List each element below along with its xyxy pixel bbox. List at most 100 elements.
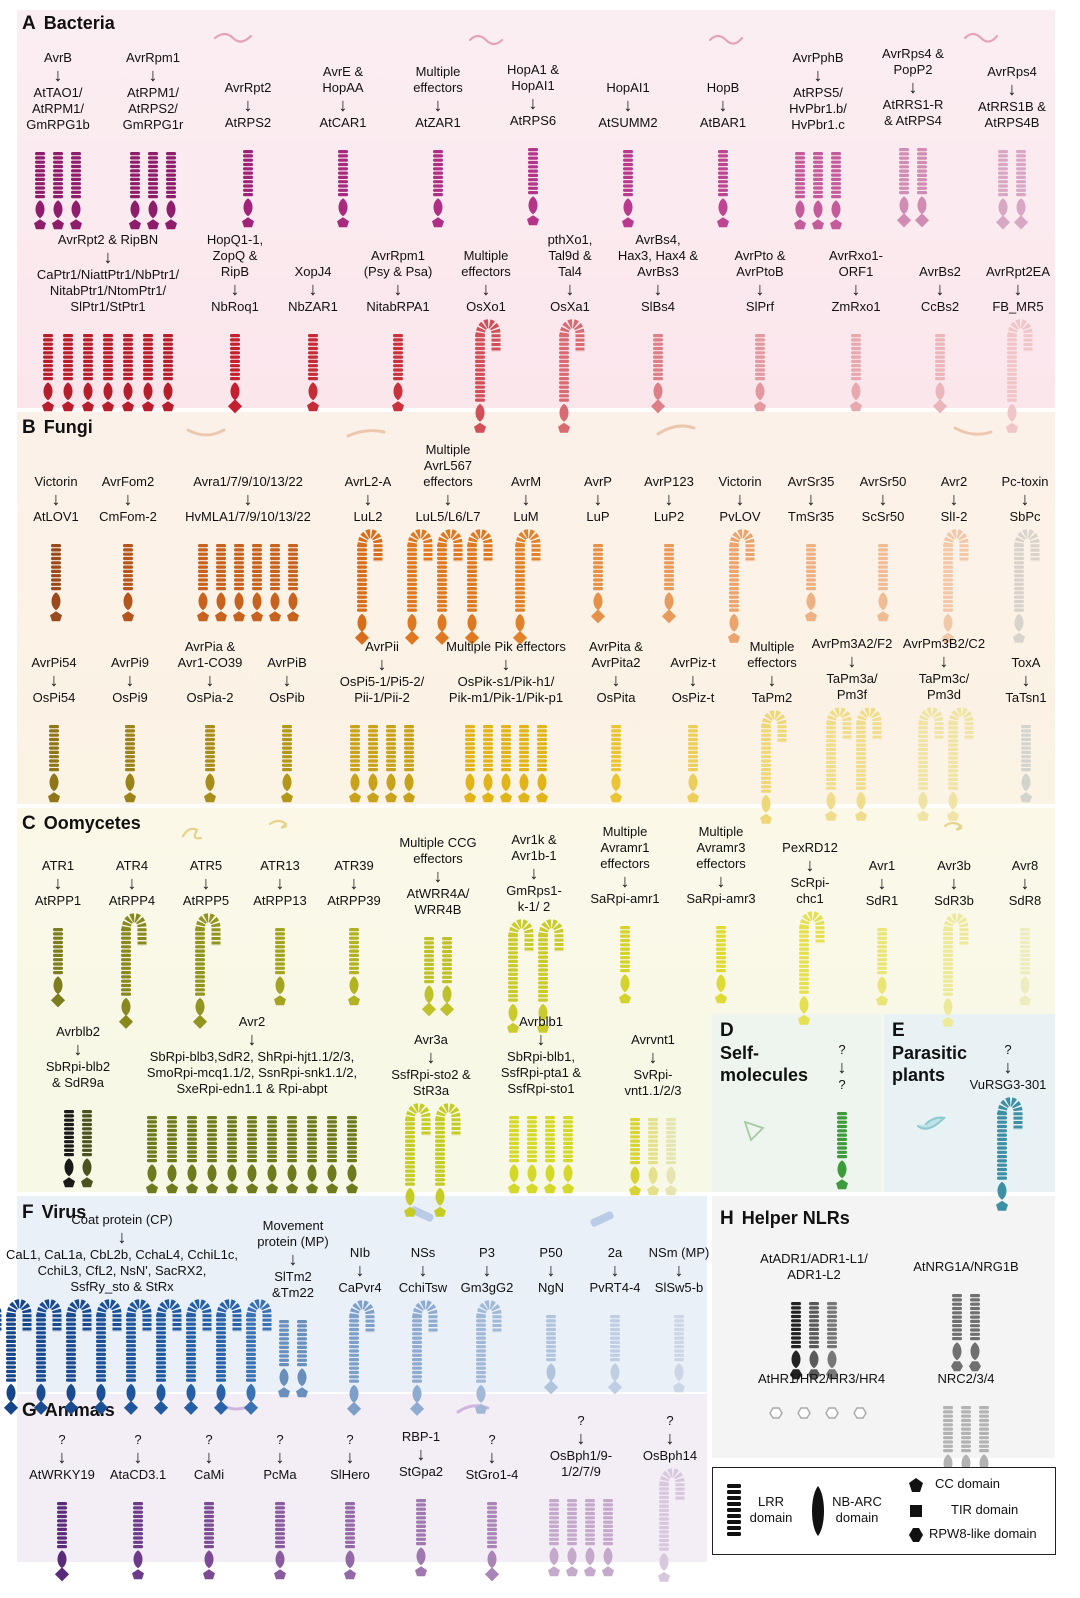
lrr-repeat <box>918 752 928 756</box>
lrr-repeat <box>412 1375 422 1379</box>
lrr-repeat <box>997 1176 1007 1180</box>
effector-label: AvrRpm1 <box>126 50 180 65</box>
nlr-gene-label: AtRPP39 <box>327 893 381 908</box>
lrr-repeat <box>216 1335 226 1339</box>
lrr-repeat <box>943 979 953 983</box>
nlr-receptor-group <box>1013 529 1040 643</box>
lrr-repeat <box>437 569 447 573</box>
nb-arc-domain <box>1007 403 1017 422</box>
nlr-receptor-group <box>715 926 727 1004</box>
effector-label: AvrRpm1 (Psy & Psa) <box>363 248 433 279</box>
lrr-repeat <box>216 561 226 565</box>
nb-arc-domain <box>133 1550 143 1569</box>
lrr-repeat <box>198 565 208 569</box>
lrr-repeat <box>66 1335 76 1339</box>
lrr-repeat <box>275 1519 285 1523</box>
nlr-receptor-group <box>484 1502 500 1582</box>
lrr-repeat <box>791 1336 801 1340</box>
effector-label: Avrblb1 <box>519 1014 563 1029</box>
lrr-repeat <box>424 962 434 966</box>
lrr-repeat <box>623 175 633 179</box>
lrr-repeat <box>435 1156 445 1160</box>
lrr-repeat <box>51 544 61 548</box>
cc-domain <box>266 1183 278 1194</box>
lrr-repeat <box>327 1116 337 1120</box>
cc-domain <box>274 995 286 1006</box>
lrr-repeat <box>163 377 173 381</box>
lrr-repeat <box>961 1444 971 1448</box>
nlr-receptor <box>798 911 825 1025</box>
lrr-repeat <box>483 742 493 746</box>
lrr-repeat <box>1020 928 1030 932</box>
lrr-repeat <box>404 768 414 772</box>
nlr-receptor-group <box>728 529 755 643</box>
lrr-repeat <box>405 1178 415 1182</box>
lrr-repeat <box>205 763 215 767</box>
lrr-repeat <box>57 1514 67 1519</box>
nlr-entry-8: HopB ↓ AtBAR1 <box>663 80 783 131</box>
nlr-receptor-group <box>42 334 174 412</box>
nlr-receptor-group <box>760 710 787 824</box>
lrr-repeat <box>549 1511 559 1516</box>
effector-label: PexRD12 <box>782 840 838 855</box>
down-arrow-icon: ↓ <box>735 489 745 509</box>
nb-arc-domain <box>998 198 1008 217</box>
lrr-repeat <box>53 190 63 194</box>
lrr-repeat <box>246 1318 256 1322</box>
lrr-repeat <box>1021 750 1031 754</box>
tir-domain <box>590 609 606 624</box>
lrr-repeat <box>125 737 135 742</box>
cc-domain <box>760 813 772 824</box>
lrr-repeat <box>247 1116 257 1120</box>
nb-arc-domain <box>349 1384 359 1403</box>
lrr-repeat <box>1014 595 1024 599</box>
lrr-repeat <box>508 981 518 985</box>
lrr-repeat <box>809 1340 819 1344</box>
lrr-repeat <box>126 1361 136 1365</box>
nlr-entry-16: Multiple effectors ↓ OsXo1 <box>426 248 546 315</box>
nlr-receptor <box>348 928 360 1006</box>
lrr-repeat <box>593 548 603 552</box>
lrr-repeat <box>433 150 443 154</box>
down-arrow-icon: ↓ <box>1021 670 1031 690</box>
lrr-repeat <box>270 548 280 552</box>
lrr-repeat <box>407 595 417 599</box>
lrr-repeat <box>630 1122 640 1126</box>
nlr-entry-54: Avr1k & Avr1b-1 ↓ GmRps1- k-1/ 2 <box>474 832 594 915</box>
lrr-repeat <box>143 351 153 355</box>
lrr-repeat <box>6 1365 16 1369</box>
nlr-receptor <box>715 926 727 1004</box>
nlr-gene-label: SbRpi-blb1, SsfRpi-pta1 & SsfRpi-sto1 <box>500 1049 582 1096</box>
lrr-repeat <box>935 377 945 381</box>
nlr-receptor <box>877 544 889 622</box>
lrr-repeat <box>83 334 93 338</box>
lrr-repeat <box>230 334 240 338</box>
lrr-repeat <box>71 182 81 186</box>
lrr-repeat <box>918 777 928 782</box>
lrr-repeat <box>718 158 728 162</box>
nb-arc-domain <box>405 1187 415 1206</box>
nb-arc-domain <box>338 198 348 217</box>
nb-arc-domain <box>688 773 698 792</box>
lrr-repeat <box>559 342 569 346</box>
effector-label: AvrPia & Avr1-CO39 <box>177 639 243 670</box>
lrr-repeat <box>405 1148 415 1152</box>
effector-label: AvrRps4 & PopP2 <box>882 46 944 77</box>
nb-arc-domain <box>167 1164 177 1183</box>
lrr-repeat <box>204 1527 214 1531</box>
nlr-receptor <box>281 725 293 803</box>
lrr-repeat <box>166 169 176 173</box>
lrr-repeat <box>125 763 135 767</box>
nlr-gene-label: OsPib <box>269 690 305 705</box>
lrr-repeat <box>603 1520 613 1524</box>
lrr-repeat <box>761 746 771 750</box>
lrr-repeat <box>53 932 63 936</box>
nlr-receptor-group <box>658 1468 685 1582</box>
cc-domain <box>129 219 141 230</box>
nlr-receptor-group <box>543 1315 559 1395</box>
lrr-repeat <box>288 582 298 586</box>
lrr-repeat <box>307 1133 317 1137</box>
lrr-repeat <box>53 966 63 970</box>
nlr-gene-label: NRC2/3/4 <box>937 1371 995 1386</box>
nlr-gene-label: AtRPP1 <box>34 893 82 908</box>
